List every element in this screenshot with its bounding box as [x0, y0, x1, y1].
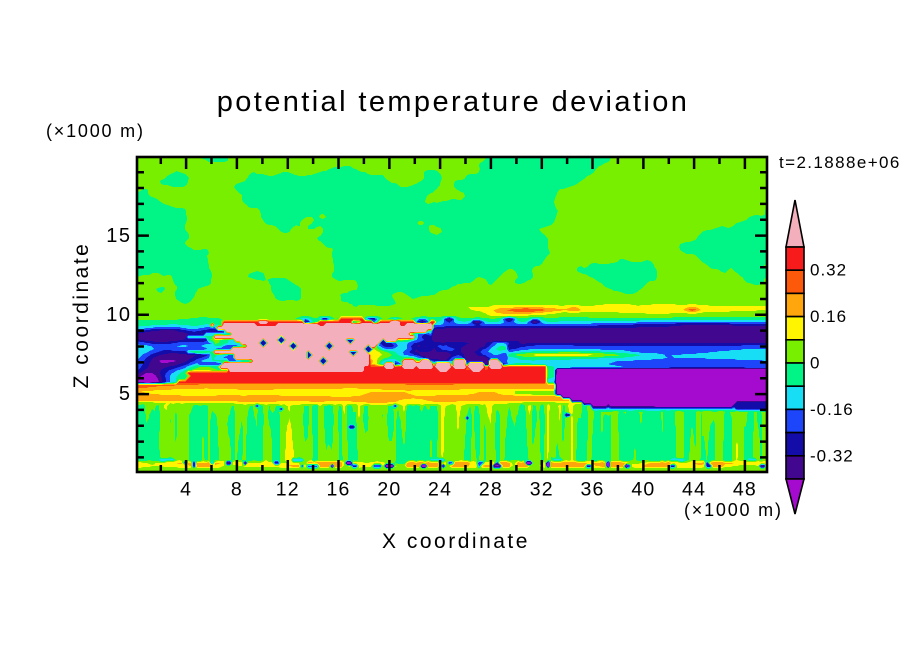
- svg-text:12: 12: [276, 479, 300, 501]
- svg-text:0: 0: [810, 354, 820, 373]
- svg-text:32: 32: [530, 479, 554, 501]
- svg-text:(×1000 m): (×1000 m): [684, 500, 783, 520]
- svg-text:8: 8: [231, 479, 243, 501]
- svg-text:44: 44: [682, 479, 706, 501]
- svg-text:16: 16: [326, 479, 350, 501]
- svg-text:Z coordinate: Z coordinate: [70, 242, 93, 389]
- svg-text:4: 4: [180, 479, 192, 501]
- svg-text:10: 10: [106, 304, 131, 326]
- svg-text:40: 40: [631, 479, 655, 501]
- svg-text:28: 28: [479, 479, 503, 501]
- svg-text:24: 24: [428, 479, 452, 501]
- svg-text:15: 15: [106, 225, 131, 247]
- svg-text:0.32: 0.32: [810, 261, 847, 280]
- svg-text:t=2.1888e+06: t=2.1888e+06: [779, 153, 901, 172]
- svg-text:(×1000 m): (×1000 m): [46, 121, 145, 141]
- svg-text:potential temperature deviatio: potential temperature deviation: [217, 86, 690, 118]
- svg-text:0.16: 0.16: [810, 307, 847, 326]
- svg-text:5: 5: [119, 383, 132, 405]
- svg-text:20: 20: [377, 479, 401, 501]
- svg-text:48: 48: [733, 479, 757, 501]
- svg-text:36: 36: [580, 479, 604, 501]
- svg-text:-0.16: -0.16: [810, 400, 854, 419]
- svg-text:X coordinate: X coordinate: [382, 530, 530, 553]
- svg-text:-0.32: -0.32: [810, 446, 854, 465]
